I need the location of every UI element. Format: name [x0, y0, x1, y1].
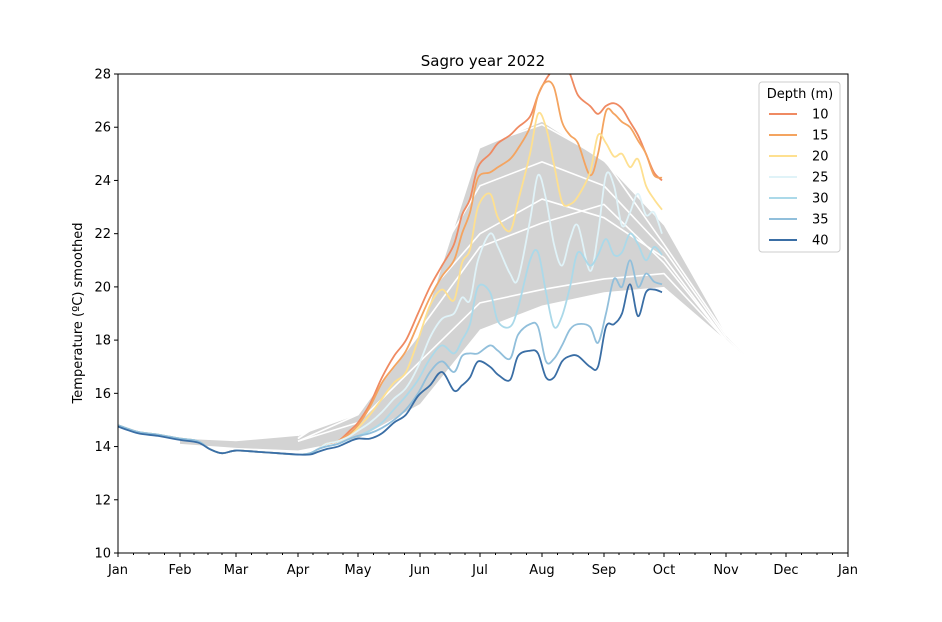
chart-title: Sagro year 2022 [421, 52, 545, 70]
x-tick-label: Jan [837, 563, 858, 578]
axes: 10 12 14 16 18 20 22 24 26 28 Jan Feb Mar Apr May Jun Ju… [94, 68, 858, 579]
y-tick-label: 24 [94, 174, 111, 189]
x-tick-label: Mar [224, 563, 249, 578]
y-tick-label: 10 [94, 547, 111, 562]
legend-label-20: 20 [812, 150, 829, 165]
y-tick-label: 22 [94, 227, 111, 242]
climatology-line-1 [297, 123, 787, 437]
x-tick-label: May [345, 563, 372, 578]
x-tick-label: Sep [592, 563, 617, 578]
x-tick-label: Aug [529, 563, 554, 578]
legend-label-40: 40 [812, 234, 829, 249]
legend-label-30: 30 [812, 192, 829, 207]
y-tick-label: 12 [94, 493, 111, 508]
y-tick-label: 18 [94, 334, 111, 349]
x-tick-label: Oct [653, 563, 675, 578]
y-axis-label: Temperature (ºC) smoothed [71, 223, 86, 405]
x-tick-label: Jun [409, 563, 430, 578]
legend-label-25: 25 [812, 171, 829, 186]
x-tick-label: Jan [107, 563, 128, 578]
plot-area [118, 74, 787, 456]
y-tick-label: 16 [94, 387, 111, 402]
y-tick-label: 26 [94, 121, 111, 136]
legend-label-15: 15 [812, 129, 829, 144]
climatology-line-3 [297, 198, 787, 440]
y-tick-label: 14 [94, 440, 111, 455]
legend: Depth (m) 10 15 20 25 30 35 40 [758, 81, 841, 253]
x-tick-label: Jul [471, 563, 488, 578]
climatology-line-2 [297, 161, 787, 440]
y-tick-label: 28 [94, 68, 111, 83]
legend-title: Depth (m) [767, 87, 834, 102]
plot-frame [117, 73, 849, 554]
x-tick-label: Dec [773, 563, 798, 578]
legend-label-35: 35 [812, 213, 829, 228]
x-tick-label: Nov [713, 563, 739, 578]
legend-frame [758, 81, 841, 253]
legend-label-10: 10 [812, 108, 829, 123]
x-tick-label: Apr [287, 563, 310, 578]
y-tick-label: 20 [94, 280, 111, 295]
climatology-band [180, 121, 786, 451]
x-tick-label: Feb [168, 563, 191, 578]
series-line-40 [118, 283, 663, 456]
